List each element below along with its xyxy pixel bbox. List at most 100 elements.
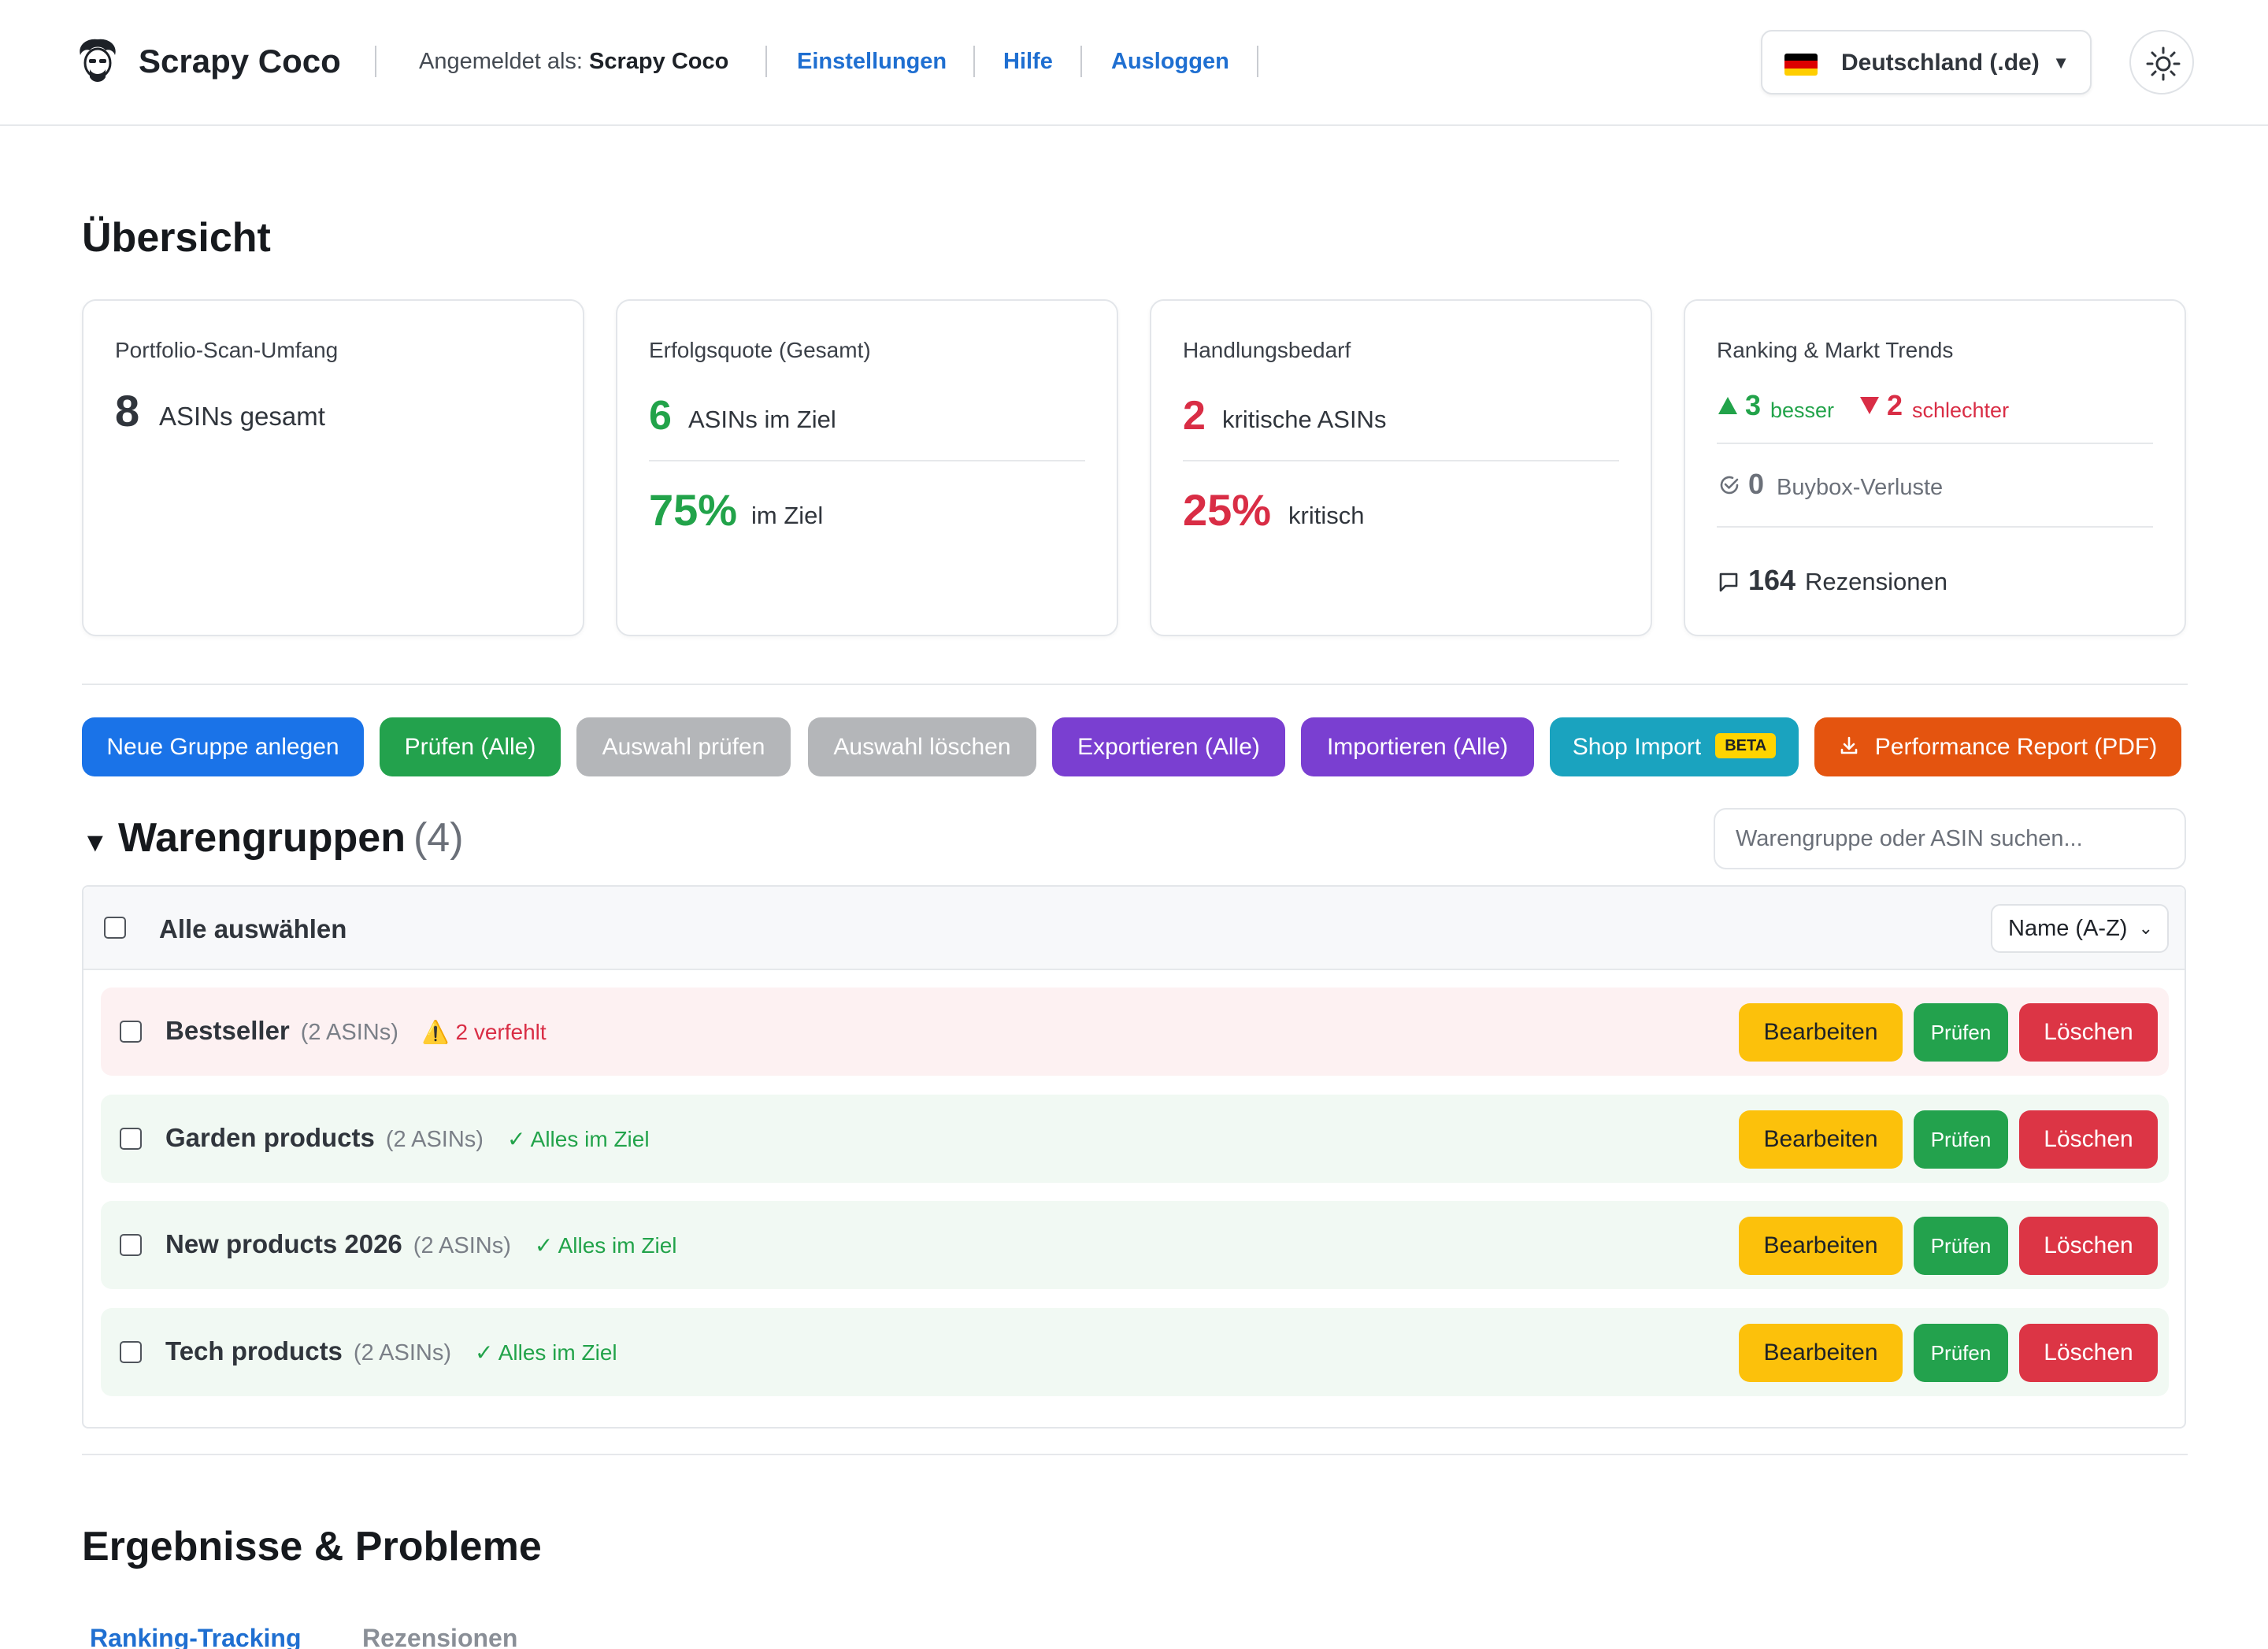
groups-panel: Alle auswählen Name (A-Z) ⌄ Bestseller (2… [82, 885, 2186, 1429]
group-row-bestseller: Bestseller (2 ASINs) ⚠️ 2 verfehlt Bearbei… [101, 988, 2169, 1076]
divider [1717, 526, 2153, 528]
group-asin-count: (2 ASINs) [353, 1340, 452, 1366]
reviews-label: Rezensionen [1805, 568, 1947, 595]
performance-report-button[interactable]: Performance Report (PDF) [1814, 717, 2181, 776]
critical-percent: 25% [1183, 485, 1272, 535]
card-action-needed: Handlungsbedarf 2 kritische ASINs 25% kr… [1150, 299, 1652, 636]
group-row-checkbox[interactable] [120, 1234, 142, 1256]
check-button[interactable]: Prüfen [1914, 1324, 2008, 1382]
delete-button[interactable]: Löschen [2019, 1110, 2158, 1169]
comment-icon [1719, 573, 1738, 592]
settings-link[interactable]: Einstellungen [797, 49, 947, 74]
divider [1257, 46, 1258, 77]
check-button[interactable]: Prüfen [1914, 1110, 2008, 1169]
card-title: Ranking & Markt Trends [1717, 338, 1954, 362]
asins-in-target-value: 6 [649, 393, 672, 439]
edit-button[interactable]: Bearbeiten [1739, 1110, 1903, 1169]
delete-selection-button[interactable]: Auswahl löschen [808, 717, 1036, 776]
shop-import-label: Shop Import [1572, 734, 1702, 760]
edit-button[interactable]: Bearbeiten [1739, 1003, 1903, 1062]
theme-toggle-button[interactable] [2129, 30, 2194, 94]
group-name[interactable]: Bestseller [165, 1016, 290, 1045]
group-row-checkbox[interactable] [120, 1021, 142, 1043]
worse-label: schlechter [1912, 398, 2010, 422]
shop-import-button[interactable]: Shop Import BETA [1550, 717, 1799, 776]
group-name[interactable]: New products 2026 [165, 1229, 402, 1258]
country-selector[interactable]: Deutschland (.de) ▼ [1761, 30, 2092, 94]
results-title: Ergebnisse & Probleme [82, 1524, 542, 1569]
divider [765, 46, 767, 77]
reviews-value: 164 [1748, 564, 1796, 596]
sort-value: Name (A-Z) [2008, 916, 2128, 941]
critical-asins-value: 2 [1183, 393, 1206, 439]
divider [375, 46, 376, 77]
group-row-checkbox[interactable] [120, 1341, 142, 1363]
group-asin-count: (2 ASINs) [385, 1127, 484, 1152]
group-row-checkbox[interactable] [120, 1128, 142, 1150]
group-row-info: New products 2026 (2 ASINs) ✓ Alles im Zie… [165, 1228, 676, 1262]
group-row-garden-products: Garden products (2 ASINs) ✓ Alles im Ziel … [101, 1095, 2169, 1183]
section-divider [82, 1454, 2188, 1455]
success-percent-unit: im Ziel [751, 502, 824, 529]
import-all-button[interactable]: Importieren (Alle) [1301, 717, 1534, 776]
help-link[interactable]: Hilfe [1003, 49, 1053, 74]
arrow-down-icon [1860, 397, 1879, 414]
group-search-input[interactable] [1714, 808, 2186, 869]
chevron-down-icon: ⌄ [2138, 918, 2153, 938]
divider [1183, 460, 1619, 461]
critical-percent-unit: kritisch [1288, 502, 1365, 529]
group-status: ✓ Alles im Ziel [475, 1340, 617, 1365]
tab-reviews[interactable]: Rezensionen [362, 1624, 518, 1649]
group-name[interactable]: Tech products [165, 1336, 343, 1366]
group-row-tech-products: Tech products (2 ASINs) ✓ Alles im Ziel Be… [101, 1308, 2169, 1396]
sun-icon [2146, 46, 2181, 81]
new-group-button[interactable]: Neue Gruppe anlegen [82, 717, 364, 776]
divider [1080, 46, 1082, 77]
logged-in-label: Angemeldet als: [419, 49, 583, 74]
buybox-value: 0 [1748, 468, 1765, 500]
group-name[interactable]: Garden products [165, 1123, 375, 1152]
edit-button[interactable]: Bearbeiten [1739, 1217, 1903, 1275]
overview-title: Übersicht [82, 215, 271, 261]
card-success-rate: Erfolgsquote (Gesamt) 6 ASINs im Ziel 75… [616, 299, 1118, 636]
tab-ranking-tracking[interactable]: Ranking-Tracking [90, 1624, 302, 1649]
logout-link[interactable]: Ausloggen [1111, 49, 1229, 74]
logged-in-info: Angemeldet als: Scrapy Coco [419, 47, 728, 76]
card-ranking-trends: Ranking & Markt Trends 3 besser 2 schlec… [1684, 299, 2186, 636]
success-percent: 75% [649, 485, 738, 535]
check-button[interactable]: Prüfen [1914, 1217, 2008, 1275]
asin-total-unit: ASINs gesamt [159, 402, 325, 431]
download-icon [1840, 736, 1858, 754]
card-portfolio-scan: Portfolio-Scan-Umfang 8 ASINs gesamt [82, 299, 584, 636]
select-all-checkbox[interactable] [104, 917, 126, 939]
sort-select[interactable]: Name (A-Z) ⌄ [1991, 904, 2169, 953]
collapse-triangle-icon[interactable]: ▼ [82, 828, 109, 858]
card-title: Handlungsbedarf [1183, 338, 1351, 362]
asins-in-target-unit: ASINs im Ziel [688, 406, 836, 433]
check-button[interactable]: Prüfen [1914, 1003, 2008, 1062]
arrow-up-icon [1718, 397, 1737, 414]
delete-button[interactable]: Löschen [2019, 1324, 2158, 1382]
critical-asins-unit: kritische ASINs [1222, 406, 1387, 433]
divider [973, 46, 975, 77]
asin-total-value: 8 [115, 386, 140, 435]
groups-panel-header: Alle auswählen Name (A-Z) ⌄ [83, 887, 2185, 970]
edit-button[interactable]: Bearbeiten [1739, 1324, 1903, 1382]
group-status: ✓ Alles im Ziel [506, 1127, 650, 1151]
card-title: Portfolio-Scan-Umfang [115, 338, 339, 362]
buybox-label: Buybox-Verluste [1777, 475, 1944, 500]
better-label: besser [1770, 398, 1835, 422]
section-divider [82, 684, 2188, 685]
select-all-label: Alle auswählen [159, 914, 347, 943]
caret-down-icon: ▼ [2052, 53, 2070, 72]
group-status: ⚠️ 2 verfehlt [421, 1020, 547, 1044]
check-selection-button[interactable]: Auswahl prüfen [576, 717, 791, 776]
germany-flag-icon [1784, 54, 1818, 76]
group-row-new-products-2026: New products 2026 (2 ASINs) ✓ Alles im Zie… [101, 1201, 2169, 1289]
worse-value: 2 [1887, 389, 1903, 421]
delete-button[interactable]: Löschen [2019, 1003, 2158, 1062]
export-all-button[interactable]: Exportieren (Alle) [1052, 717, 1285, 776]
divider [649, 460, 1085, 461]
check-all-button[interactable]: Prüfen (Alle) [380, 717, 561, 776]
delete-button[interactable]: Löschen [2019, 1217, 2158, 1275]
